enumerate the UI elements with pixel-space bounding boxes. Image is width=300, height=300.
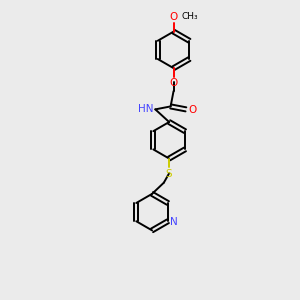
Text: O: O (169, 12, 178, 22)
Text: N: N (170, 217, 178, 227)
Text: O: O (188, 105, 196, 115)
Text: S: S (166, 169, 172, 178)
Text: HN: HN (138, 104, 154, 114)
Text: O: O (169, 78, 178, 88)
Text: CH₃: CH₃ (182, 11, 198, 20)
